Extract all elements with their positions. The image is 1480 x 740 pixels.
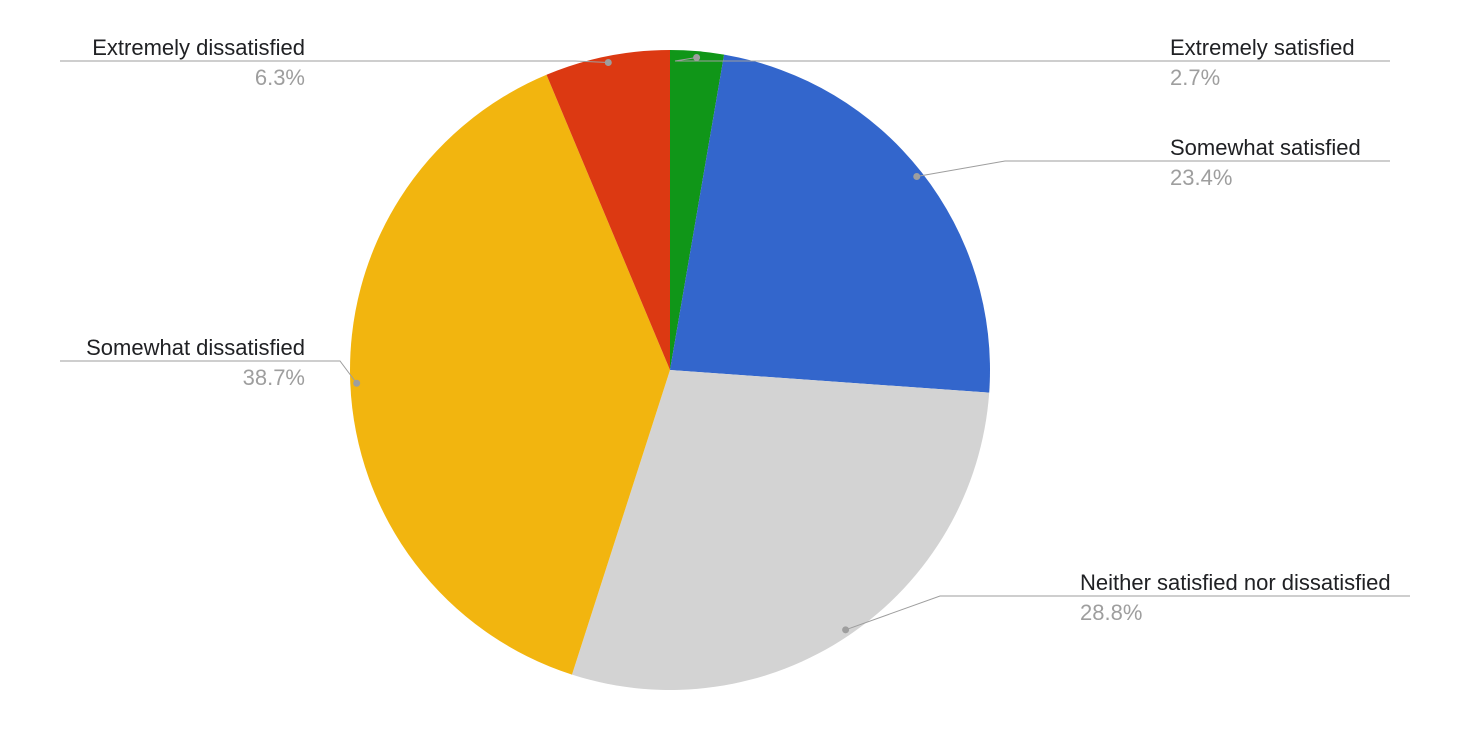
- slice-label-name: Neither satisfied nor dissatisfied: [1080, 570, 1391, 595]
- slice-label-pct: 28.8%: [1080, 600, 1142, 625]
- satisfaction-pie-chart: Extremely satisfied 2.7% Somewhat satisfie…: [0, 0, 1480, 740]
- leader-dot: [842, 626, 849, 633]
- leader-dot: [913, 173, 920, 180]
- leader-dot: [605, 59, 612, 66]
- leader-dot: [693, 54, 700, 61]
- slice-label-name: Extremely satisfied: [1170, 35, 1355, 60]
- slice-label-name: Extremely dissatisfied: [92, 35, 305, 60]
- slice-label-pct: 38.7%: [243, 365, 305, 390]
- slice-label-pct: 23.4%: [1170, 165, 1232, 190]
- leader-dot: [353, 380, 360, 387]
- slice-label-name: Somewhat dissatisfied: [86, 335, 305, 360]
- slice-label-name: Somewhat satisfied: [1170, 135, 1361, 160]
- slice-label-pct: 6.3%: [255, 65, 305, 90]
- slice-label-pct: 2.7%: [1170, 65, 1220, 90]
